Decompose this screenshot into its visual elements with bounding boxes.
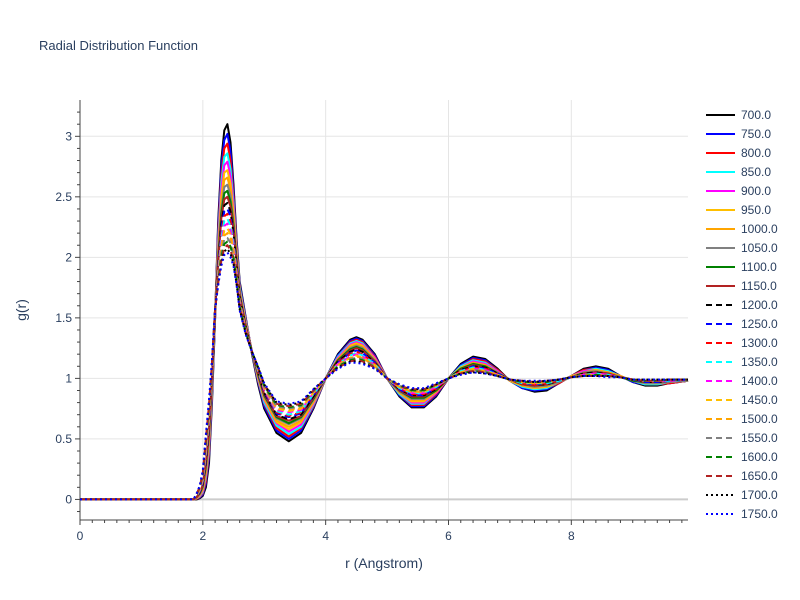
series-layer [80,123,689,501]
series-line-1400-0 [80,222,689,501]
legend-label: 1200.0 [741,298,778,312]
series-line-900-0 [80,160,689,501]
legend-item-1750-0[interactable]: 1750.0 [706,507,778,521]
series-line-1150-0 [80,195,689,501]
legend-item-800-0[interactable]: 800.0 [706,146,771,160]
x-tick-label-3: 6 [445,529,452,543]
legend-item-1300-0[interactable]: 1300.0 [706,336,778,350]
series-line-950-0 [80,169,689,501]
y-tick-label-0: 0 [65,492,72,506]
legend-item-1400-0[interactable]: 1400.0 [706,374,778,388]
x-tick-label-0: 0 [77,529,84,543]
legend-label: 1350.0 [741,355,778,369]
y-tick-label-1: 0.5 [55,432,72,446]
legend-item-1450-0[interactable]: 1450.0 [706,393,778,407]
legend-layer[interactable]: 700.0 750.0 800.0 850.0 900.0 950.0 1000.0 1050… [706,108,778,521]
legend-item-1550-0[interactable]: 1550.0 [706,431,778,445]
y-tick-label-3: 1.5 [55,311,72,325]
y-axis-title: g(r) [13,299,29,321]
series-line-1350-0 [80,217,689,501]
grid-layer [80,100,688,520]
series-line-700-0 [80,123,689,501]
legend-label: 1000.0 [741,222,778,236]
x-tick-label-2: 4 [322,529,329,543]
legend-item-1000-0[interactable]: 1000.0 [706,222,778,236]
legend-label: 1750.0 [741,507,778,521]
legend-item-900-0[interactable]: 900.0 [706,184,771,198]
x-axis-title: r (Angstrom) [345,555,423,571]
legend-item-1500-0[interactable]: 1500.0 [706,412,778,426]
legend-label: 1700.0 [741,488,778,502]
series-line-1750-0 [80,251,688,501]
y-tick-label-6: 3 [65,129,72,143]
series-line-850-0 [80,152,689,501]
series-line-1300-0 [80,212,689,501]
chart-title: Radial Distribution Function [39,38,198,53]
legend-item-1100-0[interactable]: 1100.0 [706,260,777,274]
x-tick-label-1: 2 [199,529,206,543]
legend-label: 750.0 [741,127,771,141]
legend-label: 1650.0 [741,469,778,483]
legend-label: 1100.0 [741,260,777,274]
legend-item-1050-0[interactable]: 1050.0 [706,241,778,255]
legend-item-750-0[interactable]: 750.0 [706,127,771,141]
x-tick-label-4: 8 [568,529,575,543]
legend-label: 1550.0 [741,431,778,445]
legend-label: 700.0 [741,108,771,122]
legend-label: 1250.0 [741,317,778,331]
legend-item-1250-0[interactable]: 1250.0 [706,317,778,331]
legend-item-1350-0[interactable]: 1350.0 [706,355,778,369]
legend-label: 800.0 [741,146,771,160]
legend-label: 900.0 [741,184,771,198]
legend-item-700-0[interactable]: 700.0 [706,108,771,122]
legend-label: 1400.0 [741,374,778,388]
series-line-750-0 [80,132,689,501]
series-line-1000-0 [80,176,689,501]
legend-item-1600-0[interactable]: 1600.0 [706,450,778,464]
legend-label: 1600.0 [741,450,778,464]
legend-item-1650-0[interactable]: 1650.0 [706,469,778,483]
legend-item-1700-0[interactable]: 1700.0 [706,488,778,502]
legend-item-1150-0[interactable]: 1150.0 [706,279,777,293]
legend-label: 850.0 [741,165,771,179]
series-line-1100-0 [80,189,689,501]
series-line-1450-0 [80,227,688,501]
legend-label: 1500.0 [741,412,778,426]
series-line-1250-0 [80,207,689,501]
y-tick-label-4: 2 [65,250,72,264]
series-line-1050-0 [80,183,689,501]
legend-item-850-0[interactable]: 850.0 [706,165,771,179]
series-line-1650-0 [80,244,688,501]
legend-label: 1300.0 [741,336,778,350]
y-tick-label-5: 2.5 [55,190,72,204]
legend-label: 1150.0 [741,279,777,293]
legend-label: 1450.0 [741,393,778,407]
legend-label: 950.0 [741,203,771,217]
legend-label: 1050.0 [741,241,778,255]
y-tick-label-2: 1 [65,371,72,385]
axis-layer: 0 2 4 6 8 0 0.5 1 1.5 2 2.5 3 [55,100,688,543]
legend-item-950-0[interactable]: 950.0 [706,203,771,217]
legend-item-1200-0[interactable]: 1200.0 [706,298,778,312]
series-line-1200-0 [80,201,689,501]
